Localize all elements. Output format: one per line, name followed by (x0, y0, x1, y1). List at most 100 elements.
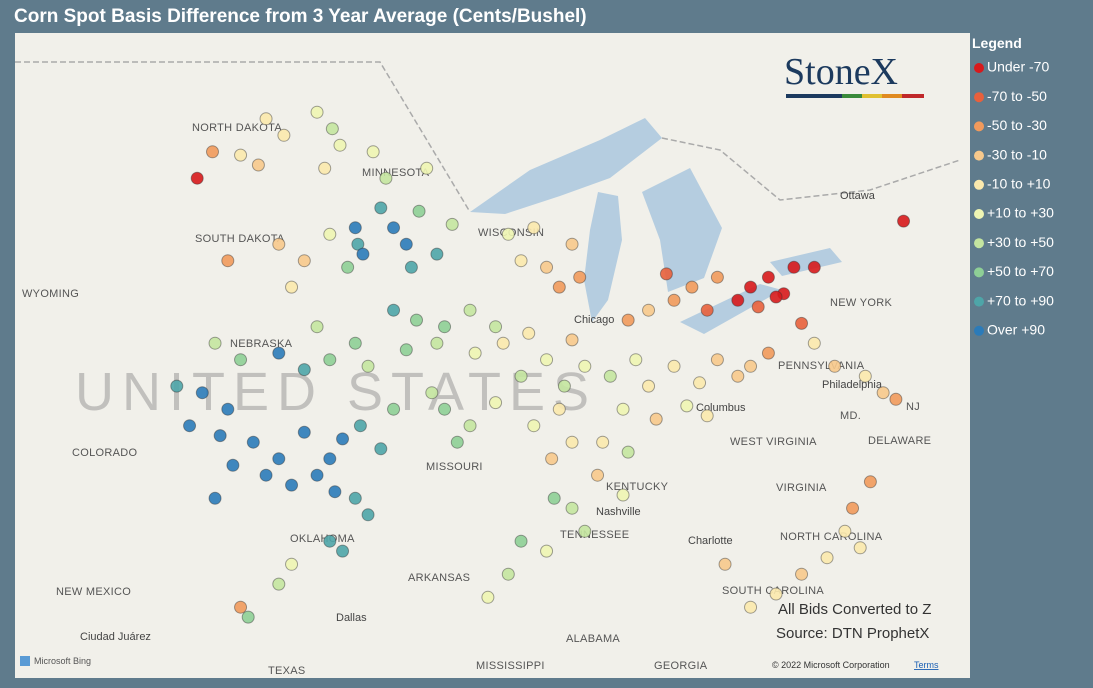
country-label: UNITED STATES (75, 362, 597, 422)
point (897, 214, 911, 228)
point (323, 452, 337, 466)
point (565, 501, 579, 515)
point (514, 369, 528, 383)
point (241, 610, 255, 624)
legend-marker (974, 296, 984, 307)
logo-stripe (786, 94, 842, 98)
point (272, 237, 286, 251)
map-label: WEST VIRGINIA (730, 436, 817, 448)
point (769, 290, 783, 304)
point (450, 435, 464, 449)
point (374, 201, 388, 215)
point (328, 485, 342, 499)
lake-huron (642, 168, 722, 292)
point (420, 161, 434, 175)
point (234, 600, 248, 614)
point (795, 567, 809, 581)
point (807, 336, 821, 350)
point (565, 237, 579, 251)
map-label: NORTH CAROLINA (780, 531, 883, 543)
point (297, 254, 311, 268)
map-label: NJ (906, 401, 920, 413)
point (463, 303, 477, 317)
legend-marker (974, 150, 984, 161)
point (744, 359, 758, 373)
point (557, 379, 571, 393)
legend-label: -50 to -30 (987, 117, 1047, 133)
point (629, 353, 643, 367)
point (596, 435, 610, 449)
legend-label: -10 to +10 (987, 176, 1051, 192)
point (700, 303, 714, 317)
terms-link[interactable]: Terms (914, 660, 939, 670)
point (272, 452, 286, 466)
map-label: VIRGINIA (776, 482, 827, 494)
point (751, 300, 765, 314)
legend-marker (974, 121, 984, 132)
map-label: NEBRASKA (230, 338, 293, 350)
title: Corn Spot Basis Difference from 3 Year A… (14, 6, 587, 27)
point (356, 247, 370, 261)
map-label: KENTUCKY (606, 481, 669, 493)
point (221, 402, 235, 416)
point (680, 399, 694, 413)
point (621, 445, 635, 459)
point (272, 577, 286, 591)
map-label: Ottawa (840, 190, 876, 202)
point (323, 353, 337, 367)
point (170, 379, 184, 393)
point (522, 326, 536, 340)
point (348, 221, 362, 235)
point (285, 557, 299, 571)
point (496, 336, 510, 350)
point (206, 145, 219, 159)
map-label: PENNSYLVANIA (778, 360, 865, 372)
legend-label: +10 to +30 (987, 205, 1054, 221)
point (769, 587, 783, 601)
point (761, 346, 775, 360)
point (527, 221, 541, 235)
point (573, 270, 587, 284)
map-label: MISSOURI (426, 461, 483, 473)
point (463, 419, 477, 433)
lake-erie (680, 284, 782, 334)
point (399, 343, 413, 357)
legend-marker (974, 63, 984, 73)
border-line (661, 137, 961, 201)
point (700, 409, 714, 423)
point (325, 122, 339, 136)
point (351, 237, 365, 251)
legend-label: +50 to +70 (987, 263, 1054, 279)
point (410, 313, 423, 327)
map-label: Ciudad Juárez (80, 631, 151, 643)
point (348, 491, 362, 505)
point (616, 402, 630, 416)
point (552, 402, 566, 416)
legend-label: Over +90 (987, 322, 1045, 338)
point (710, 270, 724, 284)
point (361, 508, 375, 522)
point (693, 376, 707, 390)
map-label: SOUTH DAKOTA (195, 233, 285, 245)
point (348, 336, 362, 350)
point (213, 429, 227, 443)
point (540, 544, 554, 558)
logo: StoneX (784, 51, 898, 93)
point (246, 435, 260, 449)
point (341, 260, 355, 274)
point (787, 260, 801, 274)
point (642, 303, 656, 317)
note: Source: DTN ProphetX (776, 625, 929, 642)
point (234, 353, 248, 367)
point (744, 280, 758, 294)
point (659, 267, 673, 281)
point (540, 353, 554, 367)
point (190, 171, 204, 185)
lake-ontario (770, 248, 842, 276)
point (489, 320, 503, 334)
point (336, 432, 350, 446)
bing-icon (20, 656, 30, 666)
point (807, 260, 821, 274)
point (425, 386, 439, 400)
